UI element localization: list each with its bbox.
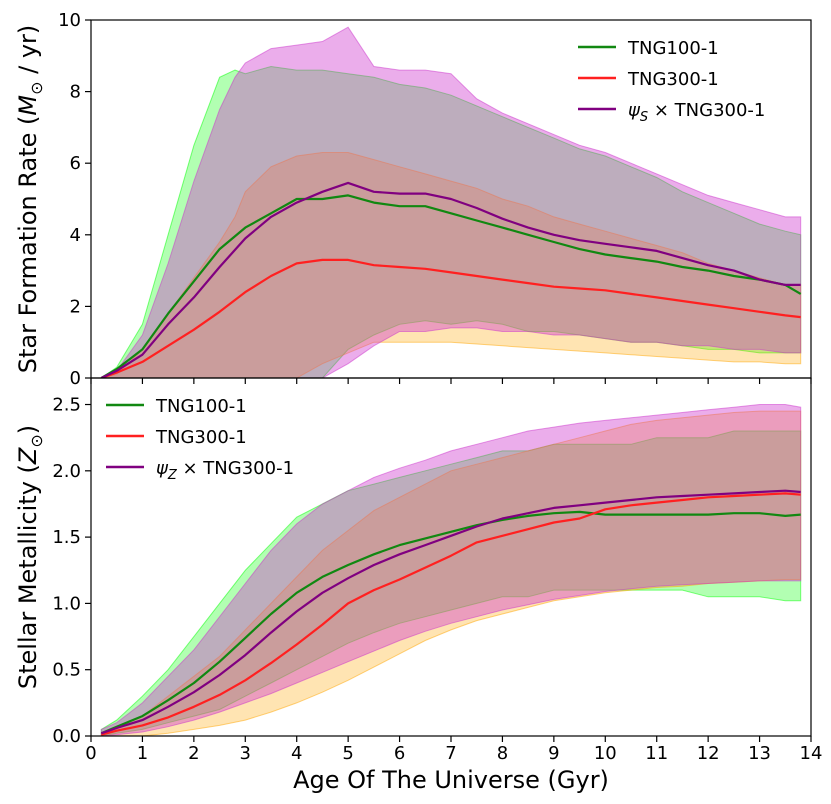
x-tick-label: 12 [697, 743, 720, 764]
legend-label-0: TNG100-1 [627, 38, 719, 59]
y-axis-unit-sub: ⊙ [27, 82, 46, 95]
legend-greek: ψ [156, 458, 169, 479]
plot-area [100, 26, 802, 378]
y-tick-label: 1.5 [52, 527, 81, 548]
x-tick-label: 8 [497, 743, 508, 764]
legend-label-0: TNG100-1 [155, 396, 247, 417]
legend-rest: × TNG300-1 [177, 458, 294, 479]
x-tick-label: 0 [85, 743, 96, 764]
series-line-1 [101, 492, 801, 736]
x-tick-label: 10 [594, 743, 617, 764]
legend-label-2: ψS × TNG300-1 [628, 100, 765, 125]
legend-label-1: TNG300-1 [627, 69, 719, 90]
y-axis-unit: M [14, 95, 42, 116]
x-tick-label: 14 [800, 743, 823, 764]
plot-area [100, 404, 802, 736]
x-tick-label: 9 [548, 743, 559, 764]
y-axis-unit-suffix: ) [14, 425, 42, 434]
y-axis-title: Stellar Metallicity (Z⊙) [14, 425, 46, 689]
y-tick-label: 0 [70, 368, 81, 389]
legend: TNG100-1 TNG300-1 ψZ × TNG300-1 [106, 396, 294, 483]
y-axis-unit: Z [14, 447, 42, 465]
legend-label-1: TNG300-1 [155, 427, 247, 448]
y-tick-label: 2 [70, 296, 81, 317]
x-tick-label: 5 [342, 743, 353, 764]
y-tick-label: 2.5 [52, 395, 81, 416]
y-tick-label: 0.5 [52, 660, 81, 681]
y-tick-label: 10 [58, 10, 81, 31]
y-axis-title-text: Star Formation Rate ( [14, 116, 42, 374]
x-tick-label: 11 [645, 743, 668, 764]
series-line-1 [100, 258, 801, 378]
y-tick-label: 1.0 [52, 593, 81, 614]
x-tick-label: 1 [137, 743, 148, 764]
x-tick-label: 6 [394, 743, 405, 764]
x-tick-label: 4 [291, 743, 302, 764]
y-axis-title-text: Stellar Metallicity ( [14, 464, 42, 689]
y-tick-label: 4 [70, 225, 81, 246]
x-axis-title: Age Of The Universe (Gyr) [293, 766, 609, 794]
series-line-0 [100, 194, 802, 378]
series-line-0 [100, 510, 801, 735]
y-tick-label: 6 [70, 153, 81, 174]
legend-sub: Z [167, 468, 178, 483]
y-axis-unit-suffix: / yr) [14, 25, 42, 82]
y-axis-title: Star Formation Rate (M⊙ / yr) [14, 25, 46, 374]
x-tick-label: 2 [188, 743, 199, 764]
legend-sub: S [640, 110, 648, 125]
series-line-2 [100, 489, 801, 735]
bottom-panel-metallicity: 0.00.51.01.52.02.50 1 2 3 4 5 6 7 8 9 10 11 12 13 14St… [14, 377, 823, 794]
y-tick-label: 2.0 [52, 461, 81, 482]
legend: TNG100-1 TNG300-1 ψS × TNG300-1 [578, 38, 765, 125]
legend-greek: ψ [628, 100, 641, 121]
x-tick-label: 7 [445, 743, 456, 764]
band-2 [100, 404, 802, 736]
legend-label-2: ψZ × TNG300-1 [156, 458, 294, 483]
top-panel-sfr: 0 2 4 6 8 10 Star Formation Rate (M⊙ / yr) TNG1… [14, 10, 812, 389]
y-tick-label: 8 [70, 82, 81, 103]
y-axis-unit-sub: ⊙ [27, 434, 46, 447]
x-tick-label: 3 [240, 743, 251, 764]
legend-rest: × TNG300-1 [648, 100, 765, 121]
x-tick-label: 13 [748, 743, 771, 764]
series-line-2 [100, 181, 801, 378]
y-tick-label: 0.0 [52, 726, 81, 747]
